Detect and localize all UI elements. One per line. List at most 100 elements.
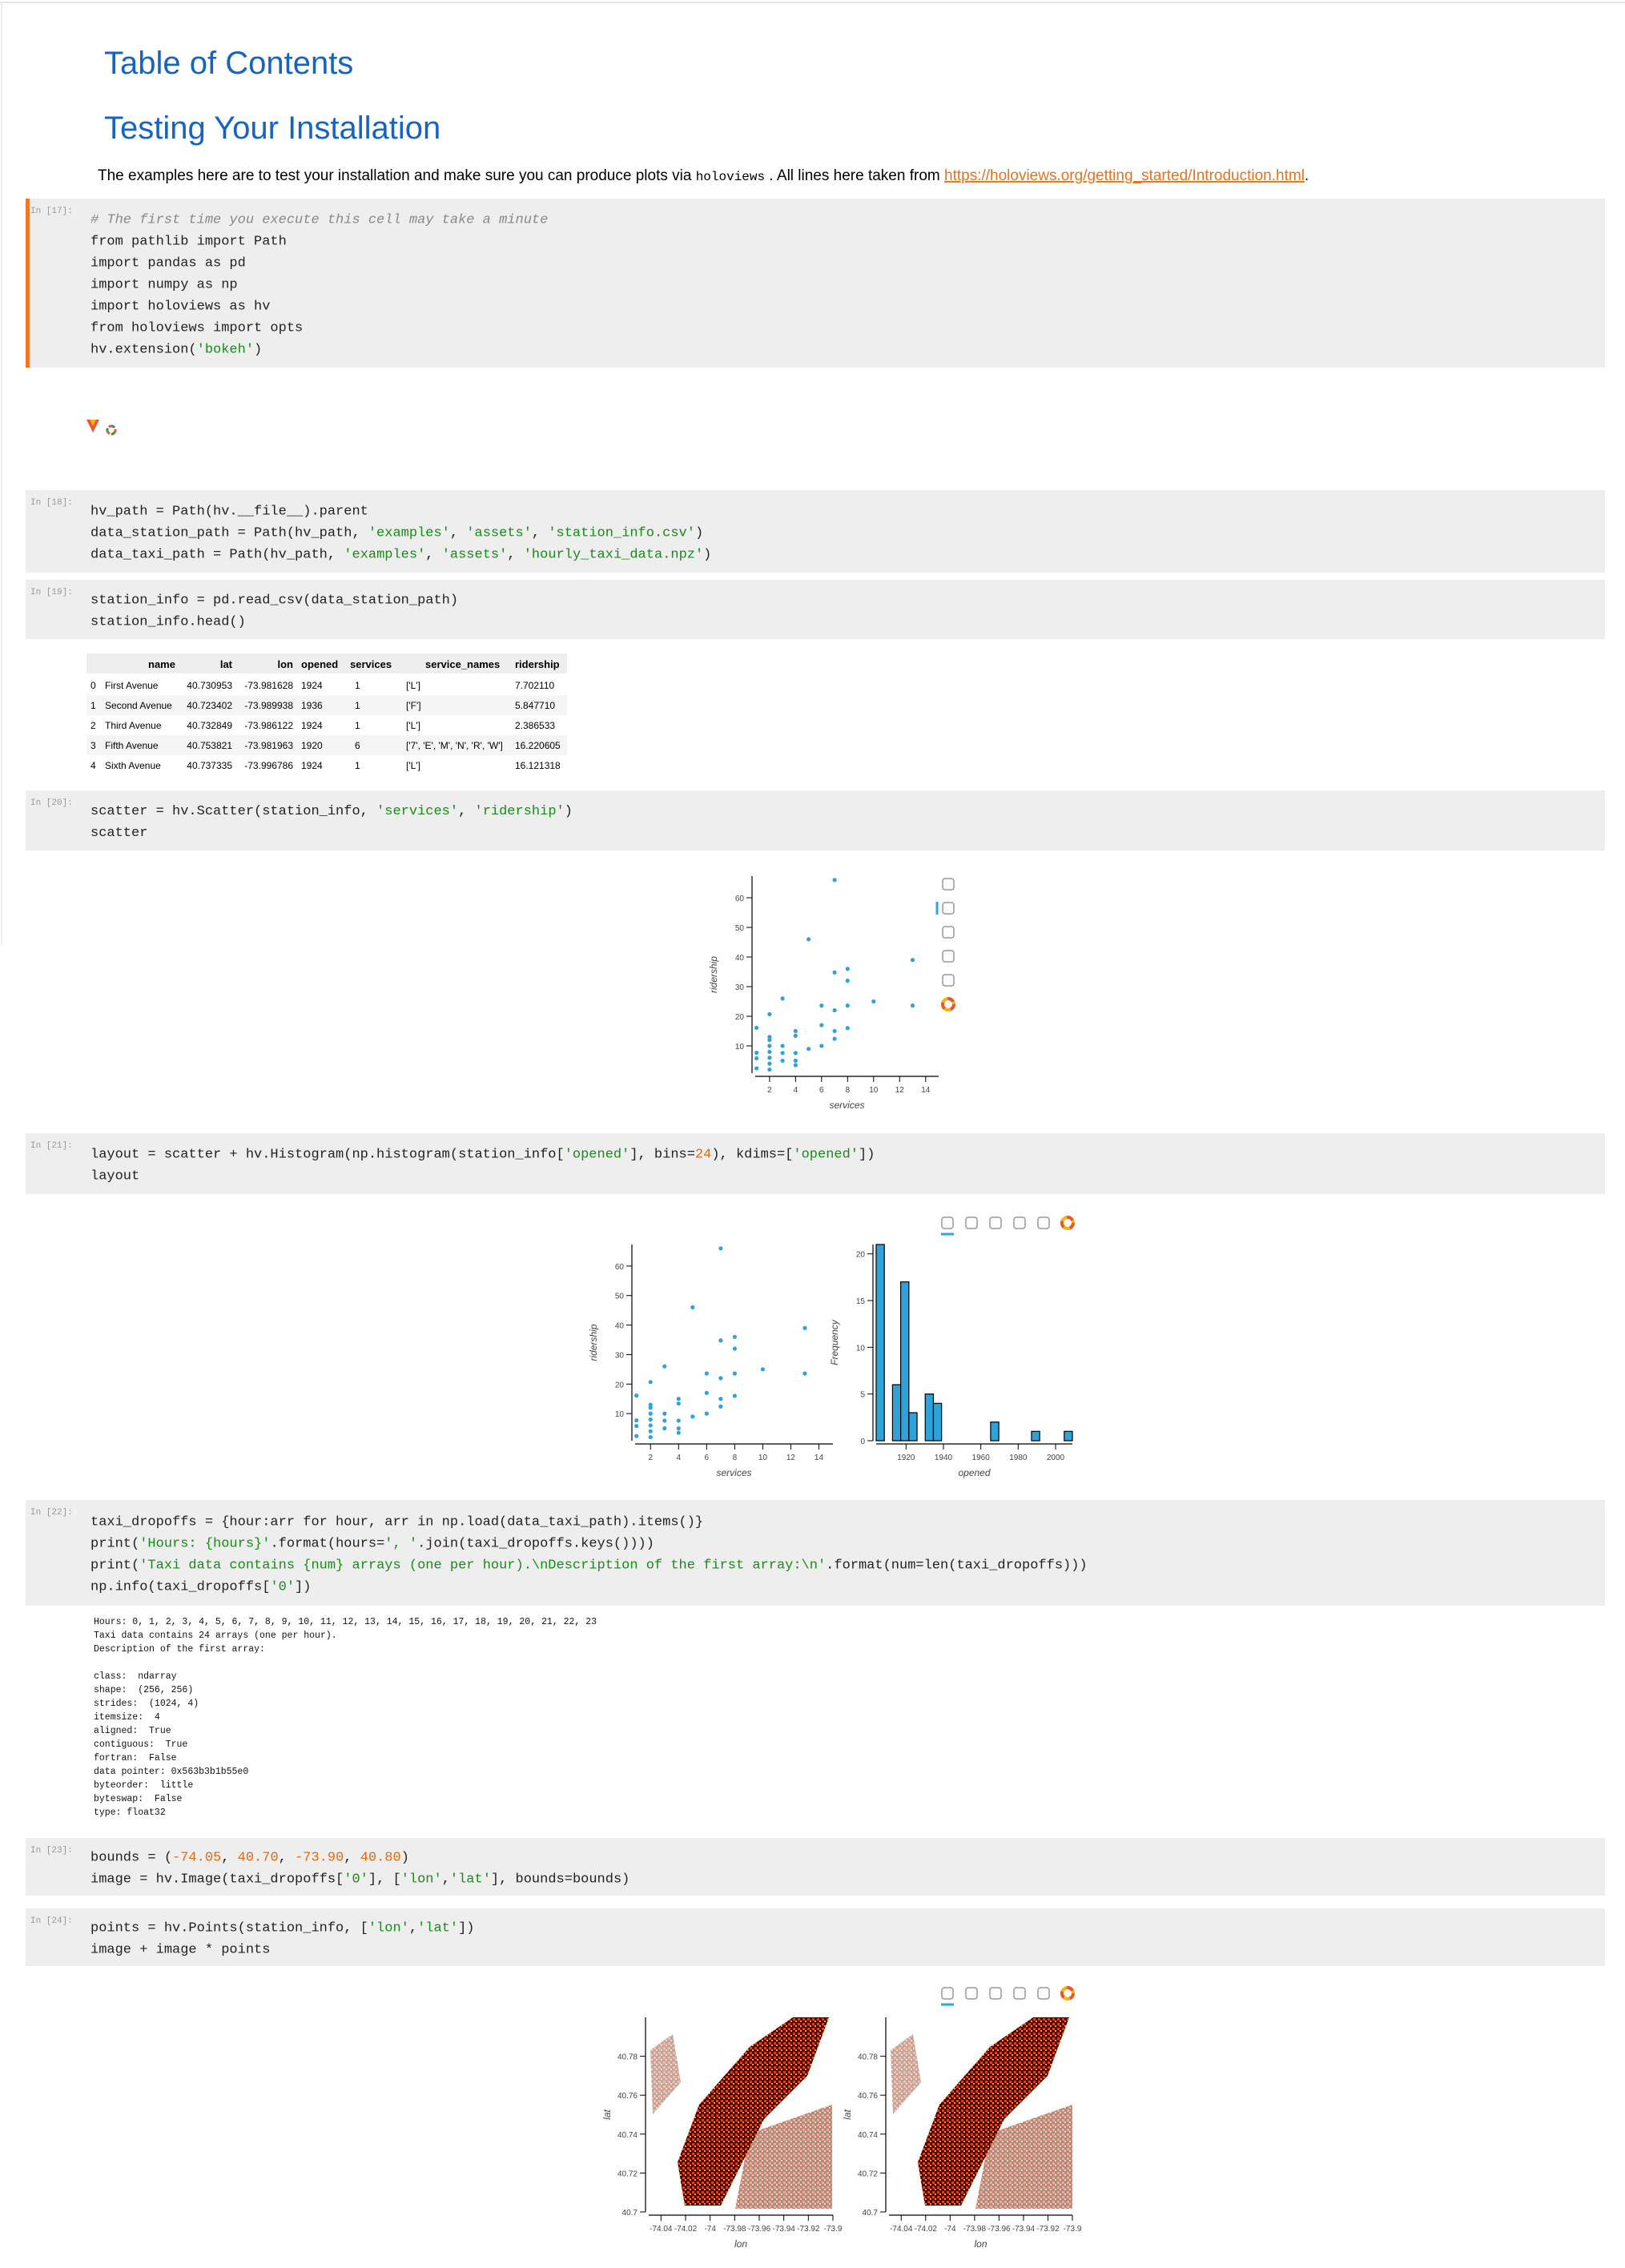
code-token: '0' xyxy=(270,1580,295,1595)
scatter-point xyxy=(732,1334,737,1339)
toolbar-button[interactable] xyxy=(989,1216,1002,1229)
stdout-line: contiguous: True xyxy=(94,1739,187,1750)
scatter-point xyxy=(634,1423,639,1429)
table-cell: -73.996786 xyxy=(244,760,293,771)
code-token: .join(taxi_dropoffs.keys()))) xyxy=(417,1537,654,1552)
toolbar-button[interactable] xyxy=(1037,1216,1050,1229)
histogram-bar xyxy=(875,1244,885,1442)
y-tick-label: 20 xyxy=(856,1251,866,1260)
row-index: 1 xyxy=(91,700,96,711)
scatter-point xyxy=(780,1058,785,1064)
code-token: 'Hours: {hours}' xyxy=(139,1537,270,1552)
scatter-point xyxy=(767,1044,772,1048)
scatter-point xyxy=(767,1035,772,1040)
y-tick-label: 40.72 xyxy=(858,2169,878,2178)
column-header: services xyxy=(350,658,392,670)
y-tick-label: 40.76 xyxy=(617,2092,638,2101)
code-line: hv.extension('bokeh') xyxy=(91,343,262,358)
y-tick-label: 60 xyxy=(615,1263,625,1272)
table-cell: ['L'] xyxy=(406,760,420,771)
table-cell: 1924 xyxy=(301,760,323,771)
table-cell: 1 xyxy=(355,760,360,771)
code-line: import pandas as pd xyxy=(91,256,246,271)
toolbar-button[interactable] xyxy=(942,902,955,915)
code-line: data_station_path = Path(hv_path, 'examp… xyxy=(91,526,703,541)
scatter-point xyxy=(832,1036,837,1041)
code-token: taxi_dropoffs = {hour:arr for hour, arr … xyxy=(91,1515,703,1530)
table-header xyxy=(86,653,567,674)
code-token: image + image * points xyxy=(91,1943,270,1958)
y-tick-label: 40.78 xyxy=(617,2053,638,2062)
scatter-point xyxy=(832,970,837,975)
scatter-point xyxy=(676,1418,681,1423)
y-tick-label: 60 xyxy=(735,895,745,903)
toolbar-button[interactable] xyxy=(942,878,955,891)
code-line: import numpy as np xyxy=(91,278,238,293)
scatter-point xyxy=(780,1044,785,1048)
bokeh-logo xyxy=(1060,1986,1075,2001)
stdout-line: byteorder: little xyxy=(94,1780,193,1791)
table-cell: 1924 xyxy=(301,720,323,731)
y-axis-label: lat xyxy=(842,2109,853,2120)
scatter-point xyxy=(634,1393,639,1398)
code-token: layout xyxy=(91,1169,139,1184)
scatter-point xyxy=(845,978,850,983)
scatter-point xyxy=(767,1056,772,1060)
toolbar-button[interactable] xyxy=(942,974,955,987)
row-index: 0 xyxy=(91,680,96,691)
toolbar-button[interactable] xyxy=(989,1987,1002,2000)
row-index: 4 xyxy=(91,760,96,771)
code-token: 'ridership' xyxy=(475,804,565,819)
y-tick-label: 40.76 xyxy=(858,2092,878,2101)
x-tick-label: 8 xyxy=(846,1086,851,1095)
x-tick-label: 1960 xyxy=(972,1454,991,1462)
y-tick-label: 10 xyxy=(615,1410,625,1419)
code-token: ) xyxy=(695,526,703,541)
scatter-point xyxy=(662,1426,667,1431)
table-cell: -73.989938 xyxy=(244,700,293,711)
scatter-point xyxy=(690,1305,695,1310)
toolbar-button[interactable] xyxy=(965,1987,978,2000)
code-token: 40.80 xyxy=(360,1851,401,1866)
scatter-point xyxy=(662,1411,667,1416)
toolbar-button[interactable] xyxy=(965,1216,978,1229)
code-line: # The first time you execute this cell m… xyxy=(91,213,548,228)
table-cell: First Avenue xyxy=(105,680,159,691)
toolbar-button[interactable] xyxy=(941,1216,954,1229)
scatter-point xyxy=(718,1338,723,1343)
prompt: In [18]: xyxy=(30,498,73,508)
stdout-line: byteswap: False xyxy=(94,1794,183,1804)
scatter-point xyxy=(806,937,811,942)
scatter-point xyxy=(718,1246,723,1251)
bokeh-logo xyxy=(941,997,955,1011)
toolbar-button[interactable] xyxy=(942,950,955,963)
code-line: image = hv.Image(taxi_dropoffs['0'], ['l… xyxy=(91,1872,629,1888)
toolbar-button[interactable] xyxy=(942,926,955,939)
toolbar-button[interactable] xyxy=(1013,1987,1026,2000)
code-token: points = hv.Points(station_info, [ xyxy=(91,1921,368,1936)
scatter-point xyxy=(845,1026,850,1031)
toolbar-button[interactable] xyxy=(1013,1216,1026,1229)
toolbar-button[interactable] xyxy=(1037,1987,1050,2000)
scatter-point xyxy=(648,1434,653,1440)
histogram-bar xyxy=(891,1384,902,1442)
prompt: In [20]: xyxy=(30,798,73,808)
x-axis-label: services xyxy=(716,1467,751,1478)
scatter-point xyxy=(767,1049,772,1054)
x-tick-label: 12 xyxy=(786,1454,796,1462)
scatter-point xyxy=(845,967,850,971)
scatter-point xyxy=(676,1397,681,1401)
x-tick-label: 2000 xyxy=(1047,1454,1065,1462)
toolbar-button[interactable] xyxy=(941,1987,954,2000)
code-cell xyxy=(26,1133,1605,1194)
scatter-point xyxy=(793,1028,798,1034)
bokeh-logo xyxy=(1060,1216,1075,1230)
code-token: -74.05 xyxy=(172,1851,221,1866)
scatter-point xyxy=(648,1402,653,1407)
link[interactable]: https://holoviews.org/getting_started/In… xyxy=(944,167,1305,184)
code-token: 'examples' xyxy=(368,526,450,541)
stdout-line: Description of the first array: xyxy=(94,1644,265,1655)
code-token: , xyxy=(409,1921,417,1936)
code-line: print('Hours: {hours}'.format(hours=', '… xyxy=(91,1537,654,1552)
